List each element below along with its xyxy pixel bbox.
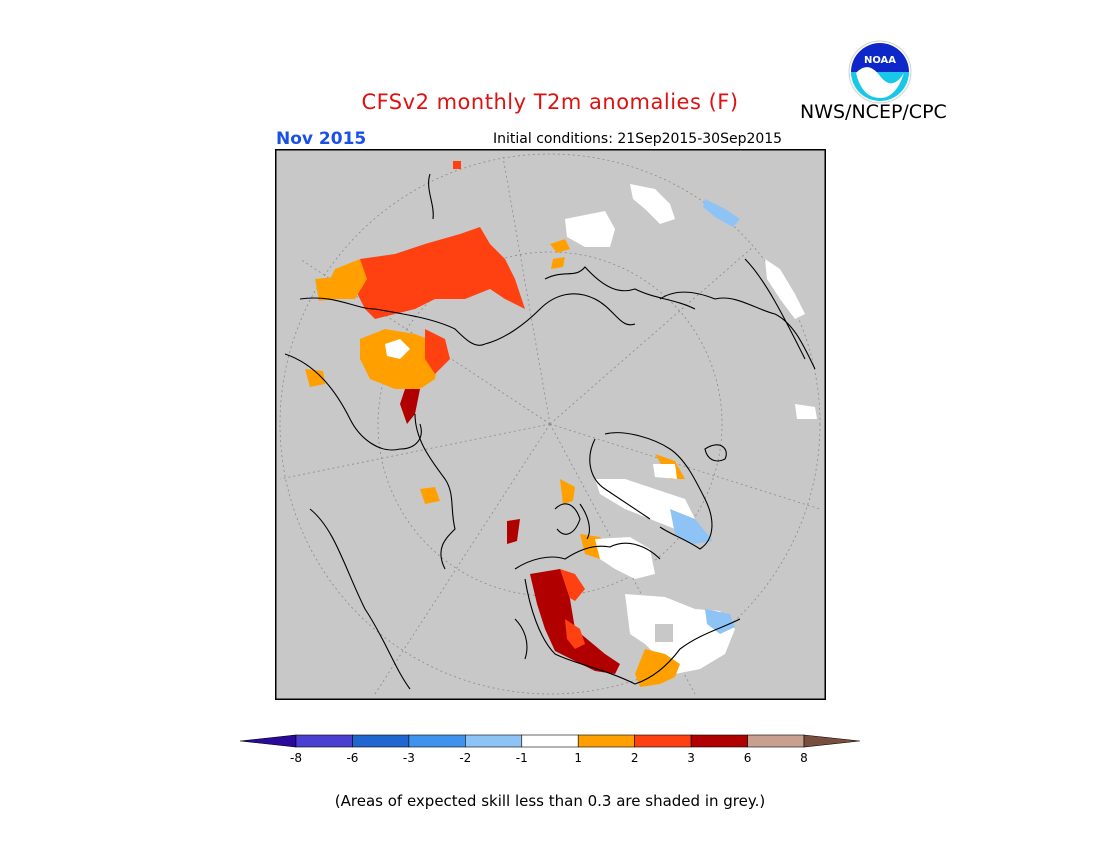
anomaly-greenland-white2 xyxy=(653,464,677,479)
anomaly-central-asia-3 xyxy=(425,329,450,374)
anomaly-greenland-cold xyxy=(670,509,713,544)
anomaly-europe-white2 xyxy=(795,404,817,419)
initial-conditions: Initial conditions: 21Sep2015-30Sep2015 xyxy=(493,131,783,147)
anomaly-alaska-3b xyxy=(565,619,585,649)
anomaly-atlantic-white xyxy=(630,184,675,224)
skill-footnote: (Areas of expected skill less than 0.3 a… xyxy=(334,792,766,810)
legend-bin xyxy=(747,734,805,748)
legend-bin xyxy=(295,734,353,748)
legend-tick-label: 3 xyxy=(687,751,695,765)
legend-bin xyxy=(408,734,466,748)
legend-tick-label: -2 xyxy=(459,751,471,765)
anomaly-india-2 xyxy=(305,369,325,387)
forecast-month: Nov 2015 xyxy=(276,129,367,149)
anomaly-africa-2 xyxy=(550,239,570,253)
anomaly-africa-white xyxy=(565,211,615,247)
anomaly-canada-2 xyxy=(560,479,575,504)
legend-bin xyxy=(690,734,748,748)
anomaly-europe-white xyxy=(765,259,805,319)
legend-bin xyxy=(634,734,692,748)
legend-tick-label: -8 xyxy=(290,751,302,765)
anomaly-siberia-3 xyxy=(355,227,525,319)
legend-tick-label: -3 xyxy=(403,751,415,765)
legend-tick-label: -1 xyxy=(516,751,528,765)
color-scale-legend: -8 -6 -3 -2 -1 1 2 3 6 8 xyxy=(239,734,861,765)
anomaly-siberia-2b xyxy=(315,277,335,301)
legend-bin xyxy=(239,734,297,748)
noaa-logo: NOAA xyxy=(848,40,912,104)
legend-tick-label: -6 xyxy=(346,751,358,765)
legend-bin xyxy=(803,734,861,748)
coastlines xyxy=(284,173,816,690)
anomaly-canada-2b xyxy=(635,649,680,687)
anomaly-alaska-6 xyxy=(530,569,620,674)
anomaly-africa-2b xyxy=(551,257,565,269)
logo-text: NOAA xyxy=(864,55,896,66)
anomaly-siberia-2 xyxy=(325,259,367,299)
anomaly-canada-grey xyxy=(655,624,673,642)
anomaly-small-1 xyxy=(453,161,461,169)
legend-bin xyxy=(521,734,579,748)
anomaly-pacific-6 xyxy=(507,519,520,544)
anomaly-se-asia-2 xyxy=(420,487,440,504)
anomaly-asia-6 xyxy=(400,389,420,424)
polar-anomaly-map xyxy=(275,149,826,700)
legend-tick-label: 1 xyxy=(574,751,582,765)
anomaly-greenland-white xyxy=(595,479,695,529)
legend-tick-label: 6 xyxy=(744,751,752,765)
legend-tick-label: 8 xyxy=(800,751,808,765)
legend-bin xyxy=(465,734,523,748)
agency-label: NWS/NCEP/CPC xyxy=(800,101,947,123)
anomaly-asia-white xyxy=(385,339,410,359)
anomaly-europe-cold xyxy=(703,199,740,227)
map-title: CFSv2 monthly T2m anomalies (F) xyxy=(361,90,739,114)
legend-bin xyxy=(577,734,635,748)
legend-bin xyxy=(352,734,410,748)
anomaly-shading xyxy=(305,161,817,687)
anomaly-canada-cold xyxy=(705,609,735,634)
legend-tick-label: 2 xyxy=(631,751,639,765)
